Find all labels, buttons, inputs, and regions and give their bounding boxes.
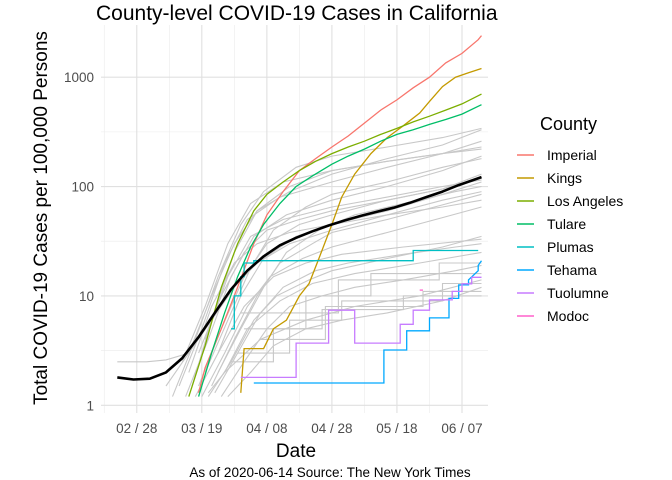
background-series-line <box>224 251 482 373</box>
y-tick-label: 1000 <box>64 70 94 85</box>
legend-item: Modoc <box>517 308 589 324</box>
legend-label: Plumas <box>547 239 594 255</box>
background-series-line <box>214 243 482 394</box>
y-axis-title: Total COVID-19 Cases per 100,000 Persons <box>31 31 52 405</box>
legend-label: Los Angeles <box>547 193 623 209</box>
legend: County Imperial Kings Los Angeles Tulare Plu… <box>517 114 623 324</box>
legend-item: Kings <box>517 170 582 186</box>
x-tick-label: 04 / 08 <box>246 421 287 436</box>
series-line-tuolumne <box>240 276 482 379</box>
trend-line <box>117 175 482 381</box>
y-axis-ticks: 1 10 100 1000 <box>64 70 94 413</box>
background-series-line <box>240 262 482 314</box>
background-series-line <box>207 279 482 394</box>
background-series-line <box>171 127 482 397</box>
background-series-line <box>185 155 482 397</box>
x-axis-ticks: 02 / 28 03 / 19 04 / 08 04 / 28 05 / 18 06 / … <box>116 421 483 436</box>
legend-title: County <box>540 114 597 134</box>
y-tick-label: 10 <box>79 289 94 304</box>
series-line-tulare <box>197 104 482 397</box>
legend-label: Tulare <box>547 216 586 232</box>
legend-item: Tulare <box>517 216 586 232</box>
background-series-line <box>227 286 482 397</box>
background-series-line <box>260 290 482 340</box>
x-tick-label: 05 / 18 <box>376 421 417 436</box>
legend-items: Imperial Kings Los Angeles Tulare Plumas Teha… <box>517 147 623 324</box>
series-line-tehama <box>253 260 483 384</box>
series-line-los-angeles <box>188 93 482 397</box>
x-tick-label: 02 / 28 <box>116 421 157 436</box>
series-line-kings <box>240 67 482 393</box>
y-tick-label: 1 <box>86 398 94 413</box>
highlighted-series <box>188 35 483 397</box>
x-axis-title: Date <box>276 441 316 462</box>
background-series <box>117 127 482 397</box>
legend-item: Tuolumne <box>517 285 609 301</box>
legend-item: Los Angeles <box>517 193 623 209</box>
x-tick-label: 03 / 19 <box>181 421 222 436</box>
chart-caption: As of 2020-06-14 Source: The New York Ti… <box>189 465 470 480</box>
legend-label: Kings <box>547 170 582 186</box>
series-line-plumas <box>231 249 479 330</box>
background-series-line <box>217 238 482 354</box>
background-series-line <box>204 158 482 373</box>
legend-item: Plumas <box>517 239 594 255</box>
legend-label: Tuolumne <box>547 285 609 301</box>
legend-item: Tehama <box>517 262 597 278</box>
background-series-line <box>194 181 482 397</box>
chart-title: County-level COVID-19 Cases in Californi… <box>96 2 498 25</box>
x-tick-label: 06 / 07 <box>441 421 482 436</box>
y-tick-label: 100 <box>71 180 94 195</box>
legend-label: Imperial <box>547 147 597 163</box>
background-series-line <box>188 199 482 373</box>
x-tick-label: 04 / 28 <box>311 421 352 436</box>
legend-item: Imperial <box>517 147 597 163</box>
trend-layer <box>117 175 482 381</box>
grid <box>101 25 488 413</box>
background-series-line <box>201 206 482 397</box>
legend-label: Tehama <box>547 262 597 278</box>
background-series-line <box>204 179 482 340</box>
legend-label: Modoc <box>547 308 589 324</box>
background-series-line <box>198 173 482 354</box>
